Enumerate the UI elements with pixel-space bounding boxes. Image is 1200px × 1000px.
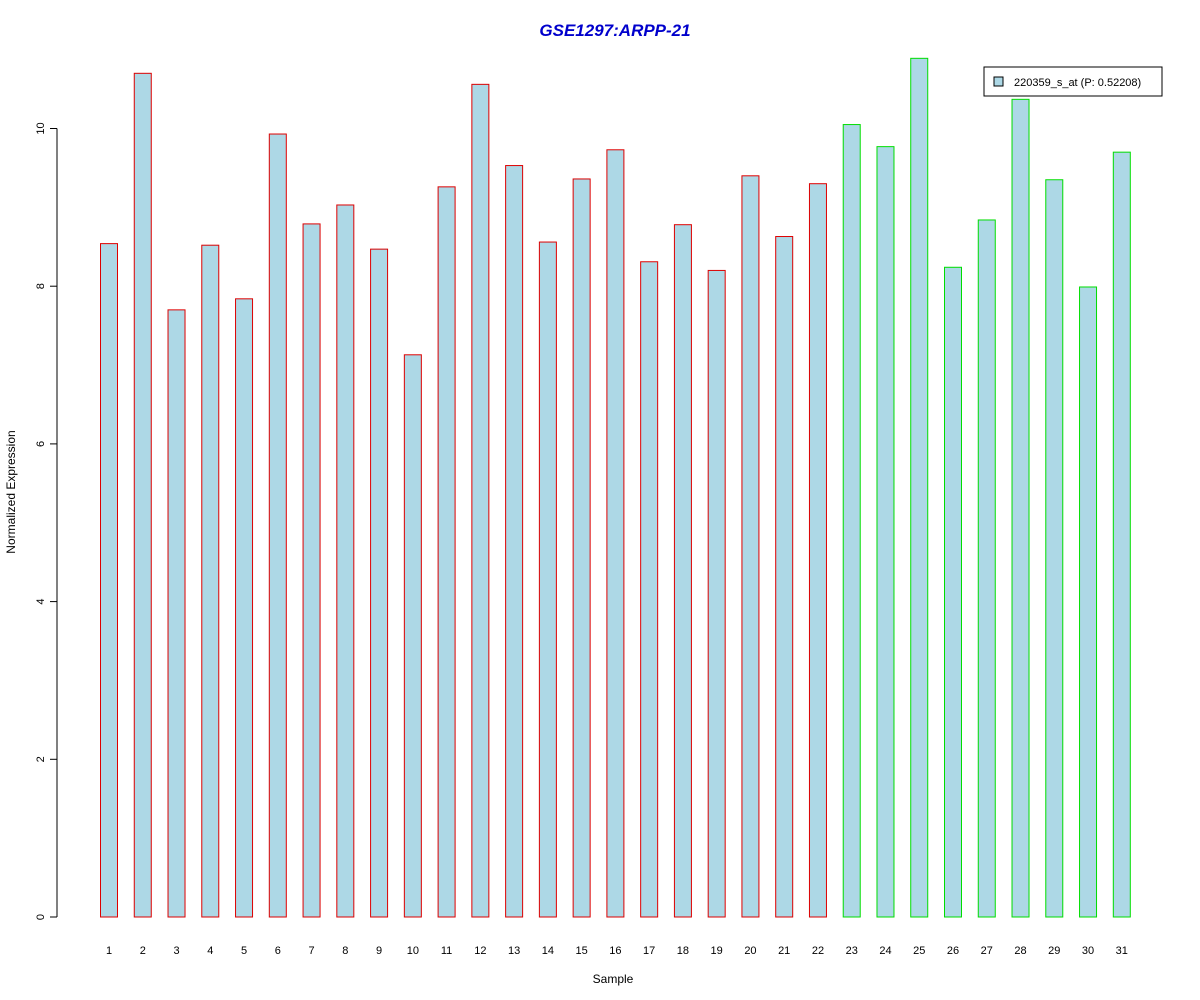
bar xyxy=(370,248,389,918)
y-tick-label: 6 xyxy=(35,441,47,447)
x-tick-label: 9 xyxy=(376,945,382,957)
bar xyxy=(842,124,861,918)
x-tick-label: 23 xyxy=(846,945,858,957)
x-tick-labels: 1 2 3 4 5 6 7 8 9 10 11 12 13 14 15 16 17 18 19 20 21 22 23 24 2… xyxy=(106,945,1128,957)
x-tick-label: 14 xyxy=(542,945,554,957)
chart-title: GSE1297:ARPP-21 xyxy=(539,21,690,40)
bar xyxy=(505,165,524,918)
x-tick-label: 6 xyxy=(275,945,281,957)
x-tick-label: 30 xyxy=(1082,945,1094,957)
bar xyxy=(606,149,625,918)
bar xyxy=(640,261,659,918)
x-tick-label: 28 xyxy=(1014,945,1026,957)
x-tick-label: 19 xyxy=(711,945,723,957)
x-tick-label: 3 xyxy=(173,945,179,957)
bar xyxy=(133,72,152,918)
x-tick-label: 16 xyxy=(609,945,621,957)
bar xyxy=(235,298,254,918)
x-tick-label: 24 xyxy=(879,945,891,957)
x-tick-label: 13 xyxy=(508,945,520,957)
x-tick-label: 29 xyxy=(1048,945,1060,957)
bar xyxy=(403,354,422,918)
x-tick-label: 8 xyxy=(342,945,348,957)
x-tick-label: 4 xyxy=(207,945,213,957)
x-tick-label: 7 xyxy=(308,945,314,957)
x-axis-label: Sample xyxy=(593,972,634,986)
bar xyxy=(201,244,220,918)
y-tick-label: 0 xyxy=(35,914,47,920)
y-axis-label: Normalized Expression xyxy=(4,430,18,553)
bar xyxy=(167,309,186,918)
x-tick-label: 17 xyxy=(643,945,655,957)
bar xyxy=(977,219,996,918)
bar xyxy=(910,57,929,918)
bar xyxy=(1079,286,1098,918)
legend: 220359_s_at (P: 0.52208) xyxy=(983,66,1163,97)
bar xyxy=(741,175,760,918)
bar xyxy=(775,236,794,918)
bar xyxy=(707,269,726,918)
x-tick-label: 1 xyxy=(106,945,112,957)
bar xyxy=(1045,179,1064,918)
y-tick-label: 2 xyxy=(35,756,47,762)
y-tick-label: 4 xyxy=(35,599,47,605)
bar xyxy=(876,146,895,918)
x-tick-label: 10 xyxy=(407,945,419,957)
bar xyxy=(268,133,287,918)
x-tick-label: 18 xyxy=(677,945,689,957)
bar xyxy=(336,204,355,918)
x-tick-label: 20 xyxy=(744,945,756,957)
bar xyxy=(944,266,962,918)
bar xyxy=(1011,98,1030,918)
x-tick-label: 15 xyxy=(576,945,588,957)
bars xyxy=(100,57,1131,918)
bar xyxy=(808,183,827,918)
bar xyxy=(572,178,591,918)
bar xyxy=(437,186,456,918)
legend-swatch xyxy=(993,76,1004,87)
y-axis: 0 2 4 6 8 10 xyxy=(35,122,58,920)
x-tick-label: 11 xyxy=(441,945,452,957)
x-tick-label: 26 xyxy=(947,945,959,957)
bar xyxy=(302,223,321,918)
x-tick-label: 27 xyxy=(981,945,993,957)
x-tick-label: 21 xyxy=(778,945,790,957)
x-tick-label: 25 xyxy=(913,945,925,957)
bar xyxy=(1112,151,1131,918)
x-tick-label: 12 xyxy=(474,945,486,957)
y-tick-label: 10 xyxy=(35,122,47,134)
x-tick-label: 2 xyxy=(140,945,146,957)
legend-label: 220359_s_at (P: 0.52208) xyxy=(1014,77,1141,89)
x-tick-label: 5 xyxy=(241,945,247,957)
x-tick-label: 22 xyxy=(812,945,824,957)
x-tick-label: 31 xyxy=(1116,945,1128,957)
y-tick-label: 8 xyxy=(35,283,47,289)
legend-box xyxy=(983,66,1163,97)
bar xyxy=(471,83,490,918)
bar xyxy=(100,243,118,918)
bar xyxy=(538,241,557,918)
bar xyxy=(673,224,692,918)
